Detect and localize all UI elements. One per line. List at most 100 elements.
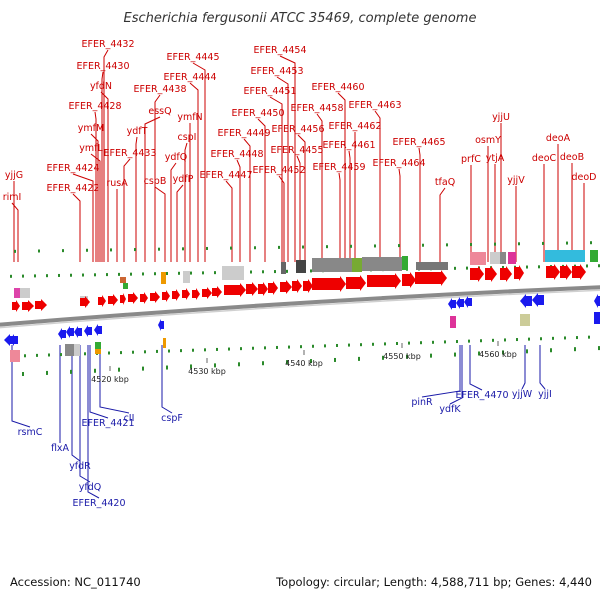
forward-gene-arrow [98,295,106,307]
track-dot [456,340,458,344]
track-dot [446,243,448,247]
track-dot [384,342,386,346]
leader-line [257,118,266,262]
track-dot [190,271,192,275]
leader-line [11,202,19,262]
leader-line [338,172,341,262]
track-dot [286,269,288,273]
track-dot [576,336,578,340]
gene-label: rusA [106,178,128,189]
leader-line [71,345,81,462]
gene-label: EFER_4424 [47,163,100,174]
gene-label: EFER_4444 [164,72,217,83]
leader-line [101,71,104,262]
track-dot [430,353,432,358]
feature-block [95,349,101,354]
leader-line [161,345,173,414]
gene-label: EFER_4470 [456,390,509,401]
gene-label: EFER_4428 [69,101,122,112]
leader-line [225,180,233,262]
track-dot [312,344,314,348]
leader-line [154,186,166,262]
track-dot [492,338,494,342]
leader-line [192,62,206,262]
leader-line [276,76,289,262]
track-dot [468,339,470,343]
leader-line [297,134,306,262]
gene-blocks [10,250,600,362]
track-dot [86,248,88,252]
forward-gene-arrow [172,289,180,301]
track-dot [598,264,600,268]
gene-arrows [4,264,600,346]
gene-label: deoB [560,152,584,163]
track-dot [470,243,472,247]
track-dot [62,249,64,253]
forward-gene-arrow [268,281,278,295]
track-dot [142,366,144,371]
track-dot [166,365,168,370]
leader-line [89,345,109,419]
reverse-gene-arrow [594,294,600,308]
gene-label: osmY [475,135,501,146]
feature-block [183,271,190,283]
reverse-gene-arrow [66,326,74,338]
track-dot [574,347,576,352]
reverse-gene-arrow [532,293,544,307]
track-dot [360,343,362,347]
gene-label: EFER_4448 [211,149,264,160]
track-dot [274,270,276,274]
forward-gene-arrow [485,266,497,282]
gene-label: pinR [411,397,433,408]
track-dot [588,335,590,339]
gene-label: yfdQ [79,482,101,493]
leader-line [278,175,285,262]
axis-tick-label: 4550 kbp [383,352,421,361]
track-dot [310,269,312,273]
leader-line [72,173,94,262]
axis-tick-label: 4540 kbp [285,359,323,368]
feature-block [74,344,80,356]
gene-label: EFER_4460 [312,82,365,93]
gene-label: EFER_4432 [82,39,135,50]
coordinate-ticks: 4520 kbp 4530 kbp 4540 kbp 4550 kbp 4560 kbp [91,341,517,384]
reverse-gene-arrow [94,324,102,336]
gene-label: ydfQ [165,152,187,163]
forward-gene-arrow [224,283,246,297]
gene-label: EFER_4422 [47,183,100,194]
gene-label: EFER_4433 [104,148,157,159]
track-dot [60,353,62,357]
gene-label: ymfN [177,112,202,123]
track-dot [550,348,552,353]
track-dot [36,353,38,357]
gene-label: tfaQ [435,177,455,188]
track-dot [432,340,434,344]
track-dot [542,241,544,245]
leader-line [449,345,463,405]
track-dot [168,349,170,353]
leader-line [236,159,241,262]
gene-label: deoD [571,172,596,183]
leader-line [269,96,283,262]
track-dot [46,274,48,278]
leader-line [154,94,161,262]
track-dot [22,274,24,278]
track-dot [14,249,16,253]
forward-gene-arrow [182,288,190,300]
track-dot [286,360,288,365]
track-dot [230,246,232,250]
track-dot [192,348,194,352]
leader-line [439,187,446,262]
forward-gene-arrow [246,282,258,296]
gene-label: cII [124,413,135,424]
track-dot [180,349,182,353]
track-dot [250,270,252,274]
leader-line [79,345,91,483]
leader-line [11,345,31,428]
track-dot [70,273,72,277]
feature-block [416,262,448,270]
forward-gene-arrow [35,299,47,311]
leader-line [279,55,296,262]
feature-block [312,258,352,272]
